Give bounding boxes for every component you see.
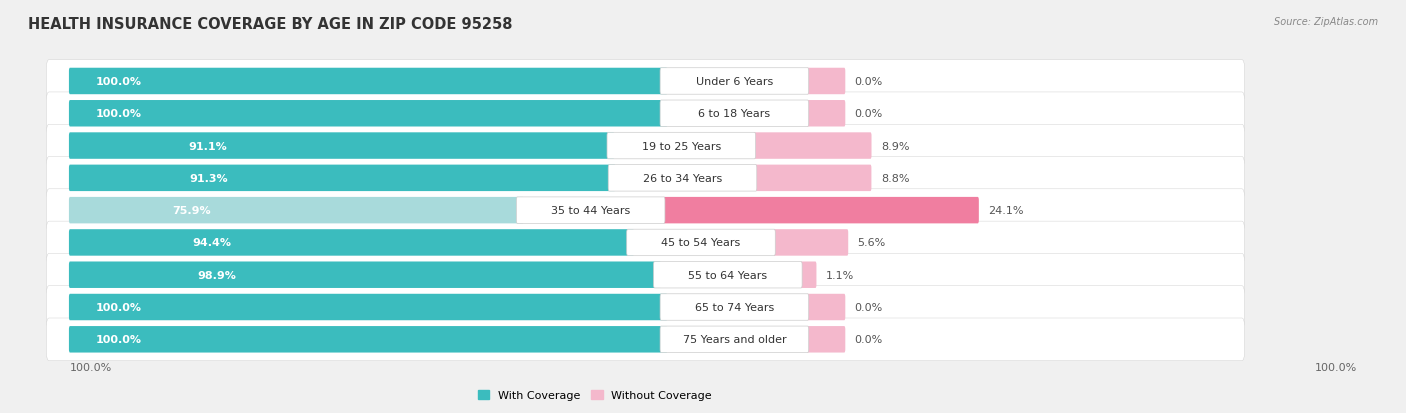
FancyBboxPatch shape [807, 69, 845, 95]
Text: 91.1%: 91.1% [188, 141, 228, 151]
FancyBboxPatch shape [754, 133, 872, 159]
FancyBboxPatch shape [46, 254, 1244, 296]
Text: 0.0%: 0.0% [855, 302, 883, 312]
FancyBboxPatch shape [46, 157, 1244, 199]
FancyBboxPatch shape [662, 197, 979, 224]
FancyBboxPatch shape [659, 101, 808, 127]
FancyBboxPatch shape [807, 101, 845, 127]
Text: 100.0%: 100.0% [96, 302, 142, 312]
Text: 26 to 34 Years: 26 to 34 Years [643, 173, 723, 183]
Text: 94.4%: 94.4% [193, 238, 231, 248]
FancyBboxPatch shape [69, 294, 668, 320]
Text: 100.0%: 100.0% [96, 77, 142, 87]
Text: 75.9%: 75.9% [173, 206, 211, 216]
Text: 8.9%: 8.9% [882, 141, 910, 151]
FancyBboxPatch shape [46, 286, 1244, 328]
FancyBboxPatch shape [755, 165, 872, 192]
Text: 65 to 74 Years: 65 to 74 Years [695, 302, 775, 312]
Text: 35 to 44 Years: 35 to 44 Years [551, 206, 630, 216]
FancyBboxPatch shape [807, 294, 845, 320]
Text: 100.0%: 100.0% [96, 109, 142, 119]
Text: 0.0%: 0.0% [855, 77, 883, 87]
FancyBboxPatch shape [800, 262, 817, 288]
FancyBboxPatch shape [69, 69, 668, 95]
FancyBboxPatch shape [46, 93, 1244, 135]
Text: 1.1%: 1.1% [825, 270, 853, 280]
Text: 45 to 54 Years: 45 to 54 Years [661, 238, 741, 248]
FancyBboxPatch shape [516, 197, 665, 224]
FancyBboxPatch shape [46, 318, 1244, 361]
FancyBboxPatch shape [69, 165, 616, 192]
FancyBboxPatch shape [46, 125, 1244, 167]
FancyBboxPatch shape [659, 326, 808, 353]
FancyBboxPatch shape [609, 165, 756, 192]
Text: 5.6%: 5.6% [858, 238, 886, 248]
Text: 19 to 25 Years: 19 to 25 Years [641, 141, 721, 151]
FancyBboxPatch shape [69, 326, 668, 353]
FancyBboxPatch shape [807, 326, 845, 353]
FancyBboxPatch shape [69, 230, 634, 256]
Text: 100.0%: 100.0% [96, 335, 142, 344]
Text: 91.3%: 91.3% [188, 173, 228, 183]
FancyBboxPatch shape [69, 197, 523, 224]
Text: 55 to 64 Years: 55 to 64 Years [689, 270, 768, 280]
FancyBboxPatch shape [659, 69, 808, 95]
Text: 98.9%: 98.9% [197, 270, 236, 280]
FancyBboxPatch shape [69, 101, 668, 127]
FancyBboxPatch shape [69, 133, 614, 159]
FancyBboxPatch shape [654, 262, 801, 288]
FancyBboxPatch shape [69, 262, 661, 288]
Text: 6 to 18 Years: 6 to 18 Years [699, 109, 770, 119]
Text: HEALTH INSURANCE COVERAGE BY AGE IN ZIP CODE 95258: HEALTH INSURANCE COVERAGE BY AGE IN ZIP … [28, 17, 513, 31]
FancyBboxPatch shape [659, 294, 808, 320]
FancyBboxPatch shape [46, 190, 1244, 232]
Text: Under 6 Years: Under 6 Years [696, 77, 773, 87]
Text: 75 Years and older: 75 Years and older [682, 335, 786, 344]
Legend: With Coverage, Without Coverage: With Coverage, Without Coverage [474, 385, 717, 405]
Text: 0.0%: 0.0% [855, 109, 883, 119]
Text: Source: ZipAtlas.com: Source: ZipAtlas.com [1274, 17, 1378, 26]
FancyBboxPatch shape [46, 61, 1244, 103]
FancyBboxPatch shape [627, 230, 775, 256]
FancyBboxPatch shape [773, 230, 848, 256]
Text: 8.8%: 8.8% [880, 173, 910, 183]
Text: 100.0%: 100.0% [70, 362, 112, 372]
FancyBboxPatch shape [46, 222, 1244, 264]
Text: 24.1%: 24.1% [988, 206, 1024, 216]
FancyBboxPatch shape [607, 133, 755, 159]
Text: 0.0%: 0.0% [855, 335, 883, 344]
Text: 100.0%: 100.0% [1315, 362, 1357, 372]
